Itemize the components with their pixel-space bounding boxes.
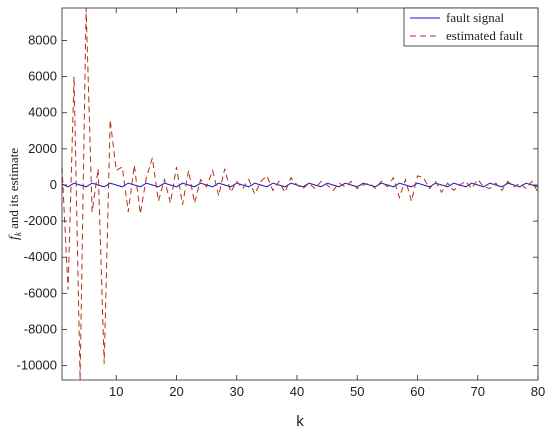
y-tick-label: -6000 <box>24 285 57 300</box>
x-tick-label: 50 <box>350 384 364 399</box>
y-tick-label: 8000 <box>28 33 57 48</box>
y-axis-title-rest: and its estimate <box>6 148 21 232</box>
y-tick-label: -10000 <box>17 358 57 373</box>
x-tick-label: 80 <box>531 384 545 399</box>
legend: fault signal estimated fault <box>403 7 539 47</box>
x-tick-label: 60 <box>410 384 424 399</box>
y-tick-label: -2000 <box>24 213 57 228</box>
series-layer <box>61 7 539 381</box>
x-tick-label: 10 <box>109 384 123 399</box>
x-tick-label: 70 <box>471 384 485 399</box>
y-tick-label: 0 <box>50 177 57 192</box>
x-tick-label: 40 <box>290 384 304 399</box>
y-tick-label: -8000 <box>24 321 57 336</box>
x-tick-label: 30 <box>229 384 243 399</box>
series-line-fault-signal <box>61 182 539 188</box>
y-axis-title-sub: k <box>13 231 23 236</box>
legend-label-fault-signal: fault signal <box>446 10 505 25</box>
plot-area <box>62 8 538 380</box>
y-axis-title: fk and its estimate <box>6 148 23 240</box>
axes-box <box>61 7 539 381</box>
x-axis-title: k <box>296 413 304 430</box>
legend-box <box>403 7 539 47</box>
y-tick-label: -4000 <box>24 249 57 264</box>
x-tick-label: 20 <box>169 384 183 399</box>
legend-label-estimated-fault: estimated fault <box>446 28 523 43</box>
y-tick-label: 6000 <box>28 69 57 84</box>
y-axis-title-main: f <box>7 234 22 240</box>
y-tick-label: 2000 <box>28 141 57 156</box>
y-tick-label: 4000 <box>28 105 57 120</box>
series-line-estimated-fault <box>61 7 539 381</box>
